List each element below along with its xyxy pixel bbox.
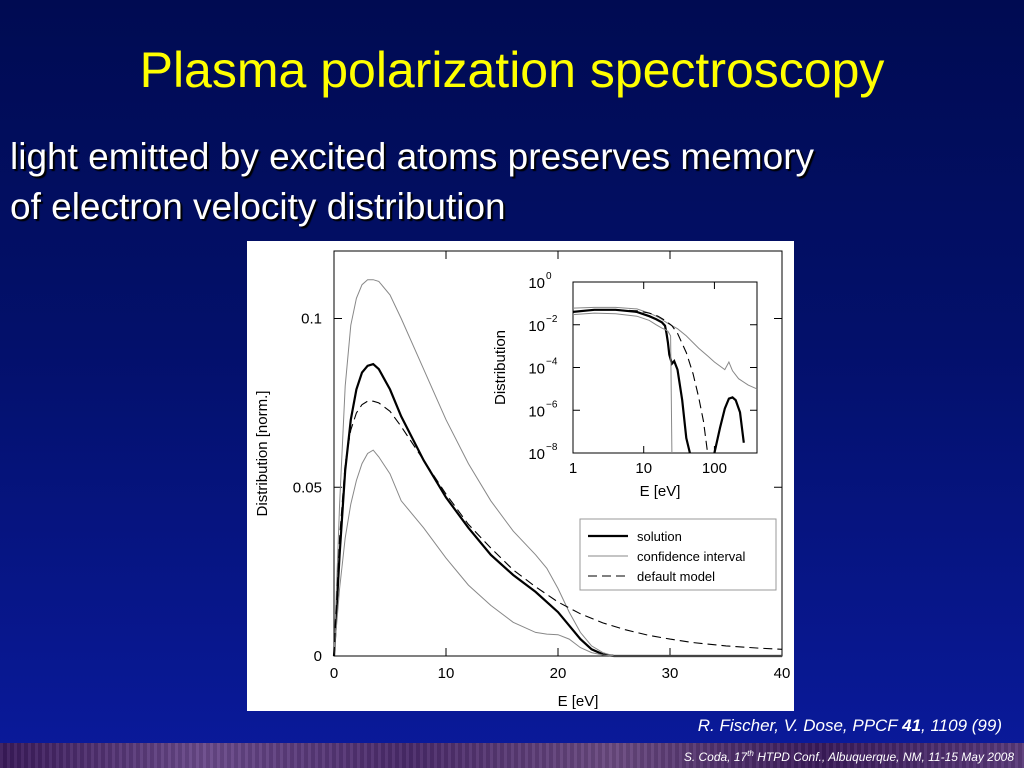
slide-title: Plasma polarization spectroscopy xyxy=(139,42,885,98)
inset-x-tick-label: 10 xyxy=(635,460,652,477)
inset-x-axis-label: E [eV] xyxy=(640,483,681,500)
main-x-tick-label: 20 xyxy=(550,665,567,682)
inset-y-tick-label: 10 xyxy=(528,403,545,420)
inset-series-confidence-interval xyxy=(572,306,758,390)
main-series-confidence-interval xyxy=(333,279,782,657)
distribution-figure: 0 10 20 30 40 0 0.05 0.1 E [eV] Distribution [nor… xyxy=(247,241,794,711)
legend-label-1: confidence interval xyxy=(637,549,746,564)
inset-x-tick-label: 1 xyxy=(569,460,577,477)
main-series-confidence-interval-lower xyxy=(333,449,782,657)
citation-suffix: , 1109 (99) xyxy=(921,716,1002,735)
main-x-tick-label: 0 xyxy=(330,665,338,682)
main-y-tick-label: 0.1 xyxy=(301,311,322,328)
citation: R. Fischer, V. Dose, PPCF 41, 1109 (99) xyxy=(698,716,1002,736)
inset-x-tick-label: 100 xyxy=(702,460,727,477)
inset-y-tick-exponent: −6 xyxy=(546,399,558,410)
main-x-tick-label: 10 xyxy=(438,665,455,682)
inset-series-solution-second-peak xyxy=(713,396,745,454)
inset-y-tick-label: 10 xyxy=(528,446,545,463)
footer-sup: th xyxy=(747,749,754,758)
citation-prefix: R. Fischer, V. Dose, PPCF xyxy=(697,716,903,735)
main-x-tick-label: 40 xyxy=(774,665,791,682)
legend-label-0: solution xyxy=(637,529,682,544)
inset-series-solution xyxy=(572,308,691,454)
inset-y-tick-exponent: 0 xyxy=(546,271,552,282)
inset-y-axis-label: Distribution xyxy=(492,330,509,405)
subtitle-line-2: of electron velocity distribution xyxy=(10,186,506,227)
inset-series-default-model xyxy=(572,309,709,454)
inset-y-tick-label: 10 xyxy=(528,318,545,335)
main-y-tick-label: 0 xyxy=(314,648,322,665)
footer-rest: HTPD Conf., Albuquerque, NM, 11-15 May 2… xyxy=(753,750,1014,764)
footer-text: S. Coda, 17th HTPD Conf., Albuquerque, N… xyxy=(684,749,1014,764)
inset-y-tick-exponent: −8 xyxy=(546,442,558,453)
inset-y-tick-exponent: −2 xyxy=(546,314,558,325)
inset-y-tick-label: 10 xyxy=(528,361,545,378)
inset-y-tick-label: 10 xyxy=(528,275,545,292)
inset-series-confidence-interval-lower xyxy=(572,312,673,454)
footer-author: S. Coda, 17 xyxy=(683,750,748,764)
citation-volume: 41 xyxy=(902,716,922,735)
legend-label-2: default model xyxy=(637,569,715,584)
main-y-axis-label: Distribution [norm.] xyxy=(254,391,271,517)
legend: solution confidence interval default model xyxy=(579,518,777,591)
inset-y-tick-exponent: −4 xyxy=(546,357,558,368)
slide-subtitle: light emitted by excited atoms preserves… xyxy=(10,132,1010,232)
legend-box xyxy=(579,518,777,591)
main-x-tick-label: 30 xyxy=(662,665,679,682)
subtitle-line-1: light emitted by excited atoms preserves… xyxy=(10,136,815,177)
main-x-axis-label: E [eV] xyxy=(558,693,599,710)
main-series-default-model xyxy=(333,400,783,657)
main-y-tick-label: 0.05 xyxy=(293,479,322,496)
footer-bar xyxy=(0,743,1024,768)
